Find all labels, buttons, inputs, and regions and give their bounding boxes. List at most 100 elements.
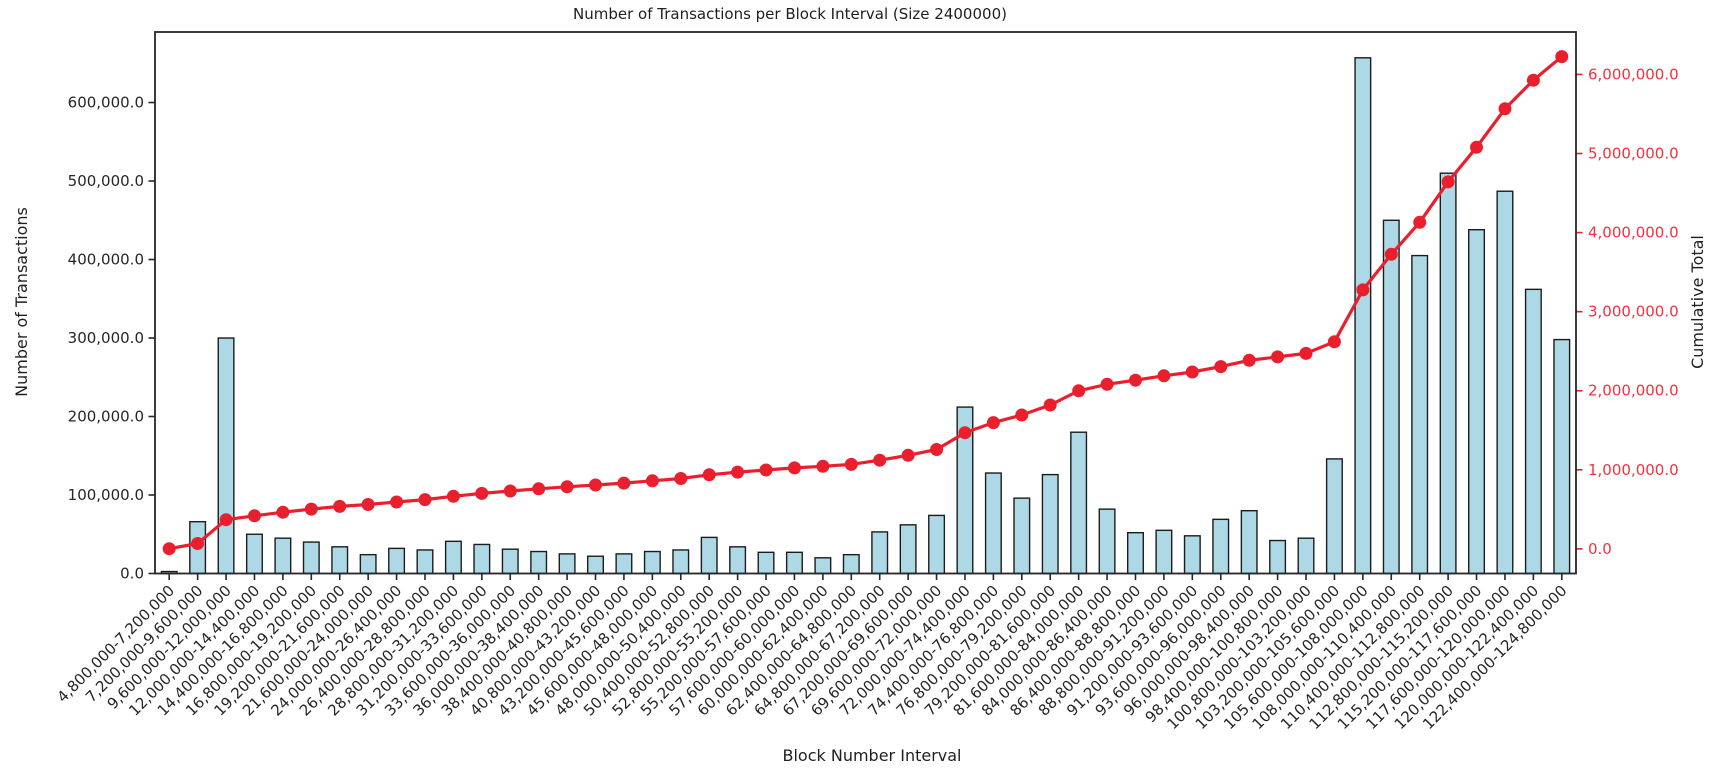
bar	[416, 549, 434, 575]
bar	[1354, 57, 1372, 575]
bar	[530, 550, 548, 575]
data-point	[1498, 102, 1512, 116]
y-tick-label-right: 2,000,000.0	[1588, 382, 1679, 400]
data-point	[532, 482, 546, 496]
bar	[643, 550, 661, 575]
data-point	[418, 493, 432, 507]
data-point	[1327, 335, 1341, 349]
data-point	[1015, 408, 1029, 422]
bar	[444, 540, 462, 575]
data-point	[674, 472, 688, 485]
x-axis-label: Block Number Interval	[783, 746, 962, 765]
data-point	[901, 448, 915, 462]
bar	[928, 514, 946, 575]
data-point	[1129, 373, 1142, 387]
bar	[1212, 518, 1230, 575]
bar	[1325, 458, 1343, 575]
bar	[757, 551, 775, 575]
bar	[1553, 338, 1571, 575]
y-tick-label-left: 500,000.0	[68, 172, 144, 190]
data-point	[788, 461, 801, 475]
data-point	[162, 542, 176, 556]
bar	[1524, 288, 1542, 575]
data-point	[873, 453, 887, 467]
data-point	[1384, 247, 1398, 261]
data-point	[219, 513, 233, 527]
bar	[1126, 531, 1144, 575]
bar	[587, 555, 605, 575]
bar	[1382, 219, 1400, 575]
data-point	[958, 426, 972, 440]
bar	[1468, 228, 1486, 575]
bar	[1439, 172, 1457, 575]
cumulative-line	[168, 55, 1563, 551]
bar	[984, 472, 1002, 575]
data-point	[1413, 215, 1427, 229]
data-point	[361, 498, 375, 511]
data-point	[1441, 175, 1455, 189]
data-point	[304, 502, 318, 516]
data-point	[560, 480, 574, 494]
bar	[1297, 537, 1315, 575]
data-point	[191, 537, 205, 550]
bar	[1411, 254, 1429, 575]
data-point	[1100, 377, 1114, 391]
bar	[1070, 431, 1088, 575]
data-point	[617, 476, 631, 490]
data-point	[475, 486, 489, 500]
bar	[729, 546, 747, 575]
data-point	[503, 484, 517, 498]
data-point	[589, 478, 602, 492]
bar	[615, 553, 633, 575]
data-point	[816, 459, 830, 473]
bar	[302, 541, 320, 575]
y-tick-label-left: 100,000.0	[68, 486, 144, 504]
data-point	[759, 463, 773, 477]
data-point	[986, 416, 1000, 430]
bar	[1269, 539, 1287, 575]
bar	[501, 548, 519, 575]
bar	[1240, 510, 1258, 575]
plot-border	[154, 31, 1577, 575]
data-point	[1043, 398, 1057, 412]
bar	[700, 536, 718, 575]
bar	[1041, 473, 1059, 575]
bar	[217, 337, 235, 575]
plot-area: 0.0 100,000.0 200,000.0 300,000.0 400,000.0 5…	[54, 31, 1679, 733]
data-point	[1157, 369, 1171, 383]
y-tick-label-right: 1,000,000.0	[1588, 461, 1679, 479]
data-point	[276, 505, 290, 519]
data-point	[645, 474, 659, 488]
data-point	[390, 495, 404, 509]
bar	[899, 524, 917, 575]
bar	[814, 557, 832, 575]
data-point	[1185, 365, 1199, 379]
bar	[1496, 190, 1514, 575]
bar	[785, 551, 803, 575]
bar	[1155, 529, 1173, 575]
data-point	[702, 468, 716, 482]
bar	[1183, 535, 1201, 575]
bar	[558, 553, 576, 575]
y-tick-label-right: 4,000,000.0	[1588, 224, 1679, 242]
y-tick-label-right: 5,000,000.0	[1588, 145, 1679, 163]
y-tick-label-right: 0.0	[1588, 540, 1612, 558]
y-tick-label-left: 300,000.0	[68, 329, 144, 347]
data-point	[1072, 384, 1086, 398]
bar	[842, 553, 860, 575]
data-point	[1555, 50, 1569, 64]
data-point	[844, 457, 858, 471]
y-tick-label-right: 3,000,000.0	[1588, 303, 1679, 321]
bar	[388, 547, 406, 575]
data-point	[1242, 353, 1256, 367]
chart-title: Number of Transactions per Block Interva…	[573, 5, 1007, 23]
bar	[331, 546, 349, 575]
bar	[672, 549, 690, 575]
y-tick-label-right: 6,000,000.0	[1588, 65, 1679, 83]
data-point	[446, 489, 460, 503]
bar	[359, 553, 377, 575]
data-point	[731, 465, 745, 479]
bar	[871, 531, 889, 575]
